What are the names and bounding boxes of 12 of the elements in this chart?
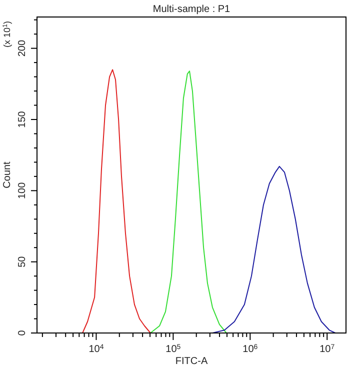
x-tick-label: 10$^{7}$ — [320, 344, 335, 356]
x-tick-label: 10$^{5}$ — [166, 344, 181, 356]
y-tick-label: 200 — [17, 40, 28, 57]
y-tick-label: 100 — [17, 182, 28, 199]
y-tick-label: 0 — [17, 330, 28, 336]
y-tick-label: 150 — [17, 110, 28, 128]
chart-title: Multi-sample : P1 — [152, 4, 231, 15]
x-tick-label: 10$^{6}$ — [242, 344, 258, 356]
y-tick-label: 50 — [17, 256, 28, 268]
x-axis-title: FITC-A — [175, 356, 208, 367]
x-tick-label: 10$^{4}$ — [88, 344, 104, 356]
y-axis-title: Count — [2, 161, 13, 188]
